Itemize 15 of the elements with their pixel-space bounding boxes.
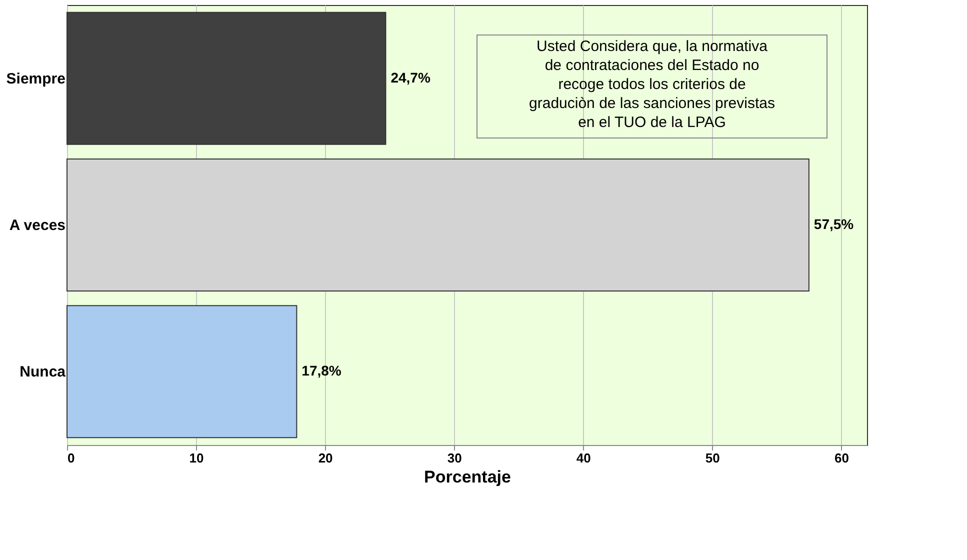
x-tick-label: 10 bbox=[189, 450, 204, 466]
x-tick-label: 30 bbox=[447, 450, 462, 466]
y-tick-label: Nunca bbox=[20, 364, 66, 381]
y-tick-label: A veces bbox=[9, 217, 66, 234]
x-tick-label: 20 bbox=[318, 450, 333, 466]
x-axis-title: Porcentaje bbox=[424, 468, 511, 486]
x-tick-label: 0 bbox=[68, 450, 75, 466]
y-tick-label: Siempre bbox=[6, 70, 66, 88]
data-label: 17,8% bbox=[302, 362, 342, 379]
data-label: 24,7% bbox=[390, 69, 431, 86]
x-tick-label: 60 bbox=[834, 450, 849, 466]
annotation: Usted Considera que, la normativa de contrataciones del Estado no recoge todos los criterios de graduciòn de las sanciones previstas en el TUO de la LPAG bbox=[529, 38, 775, 131]
x-tick-label: 50 bbox=[705, 450, 720, 466]
x-tick-label: 40 bbox=[576, 450, 591, 466]
data-label: 57,5% bbox=[814, 216, 854, 232]
